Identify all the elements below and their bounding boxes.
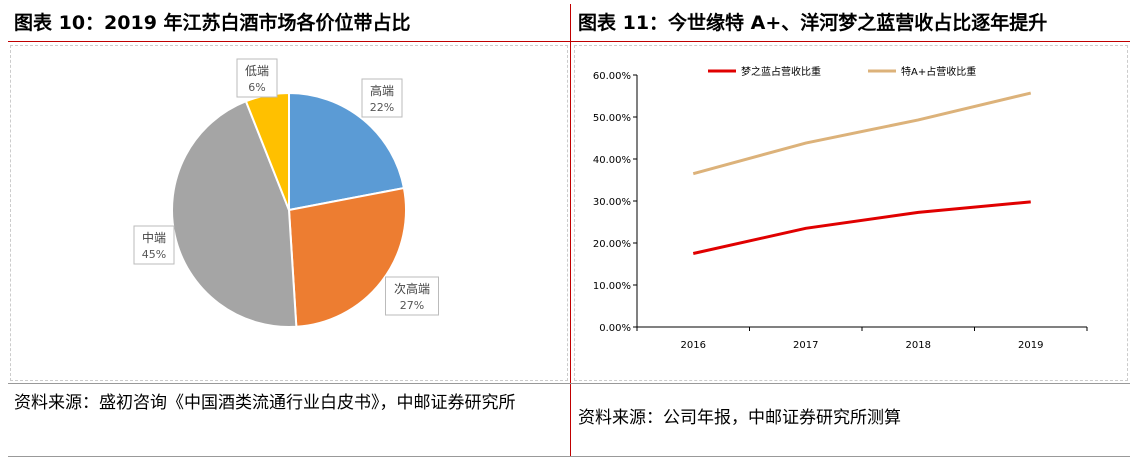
pie-label-box (236, 58, 278, 98)
pie-label-box (385, 276, 439, 316)
pie-pct: 22% (370, 101, 394, 114)
header-divider (8, 41, 1130, 42)
pie-label: 低端 (245, 64, 269, 78)
panel-divider (570, 4, 571, 456)
series-line (692, 200, 1031, 255)
line-frame (574, 45, 1128, 381)
y-tick-label: 30.00% (593, 197, 631, 208)
x-tick-label: 2019 (1018, 340, 1043, 351)
pie-pct: 27% (400, 299, 424, 312)
pie-label-box (361, 78, 403, 118)
y-tick-label: 40.00% (593, 155, 631, 166)
source-divider (8, 383, 1130, 384)
right-source: 资料来源：公司年报，中邮证券研究所测算 (578, 408, 901, 428)
pie-label: 中端 (142, 230, 166, 245)
right-title: 图表 11：今世缘特 A+、洋河梦之蓝营收占比逐年提升 (578, 12, 1048, 34)
x-tick-label: 2016 (681, 340, 706, 351)
pie-frame (10, 45, 568, 381)
x-tick-label: 2017 (793, 340, 818, 351)
y-tick-label: 60.00% (593, 71, 631, 82)
legend-label: 特A+占营收比重 (901, 65, 976, 78)
y-tick-label: 50.00% (593, 113, 631, 124)
pie-slice (287, 186, 407, 328)
pie-label-box (133, 225, 175, 265)
y-tick-label: 20.00% (593, 239, 631, 250)
pie-slice (171, 99, 298, 328)
x-tick-label: 2018 (906, 340, 931, 351)
left-title: 图表 10：2019 年江苏白酒市场各价位带占比 (14, 12, 411, 34)
pie-label: 次高端 (394, 281, 430, 296)
series-line (692, 91, 1032, 176)
left-source: 资料来源：盛初咨询《中国酒类流通行业白皮书》，中邮证券研究所 (14, 393, 516, 413)
pie-pct: 45% (142, 248, 166, 261)
pie-slice (288, 91, 406, 212)
y-tick-label: 10.00% (593, 281, 631, 292)
y-tick-label: 0.00% (599, 323, 631, 334)
legend-label: 梦之蓝占营收比重 (741, 65, 821, 78)
pie-pct: 6% (248, 81, 265, 94)
bottom-divider (8, 456, 1130, 457)
pie-label: 高端 (370, 83, 394, 98)
